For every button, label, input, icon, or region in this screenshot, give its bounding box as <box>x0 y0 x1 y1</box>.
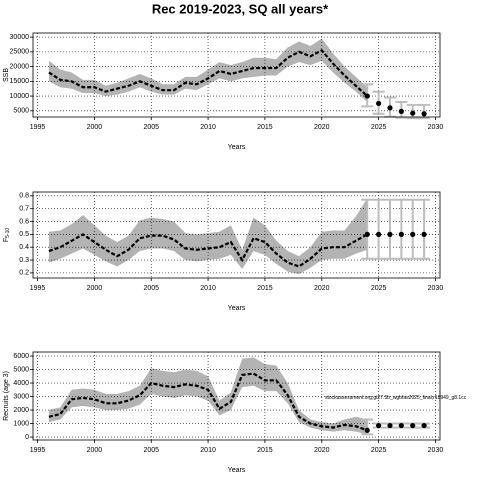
projection-point <box>421 422 427 429</box>
projection-point <box>410 422 416 429</box>
y-tick-label: 0.7 <box>19 206 29 213</box>
projection-point <box>364 231 370 237</box>
median-line <box>48 49 368 97</box>
x-tick-label: 2010 <box>200 124 216 131</box>
y-axis-label-main: SSB <box>3 68 10 82</box>
chart-title: Rec 2019-2023, SQ all years* <box>152 1 329 16</box>
projection-point <box>387 422 393 429</box>
y-axis-label-subscript: 5-10 <box>5 228 11 238</box>
y-axis-label-main: F <box>3 238 10 242</box>
projection-point <box>398 108 404 114</box>
x-axis-label: Years <box>228 144 246 151</box>
x-tick-label: 2030 <box>428 447 444 454</box>
x-tick-label: 2005 <box>143 447 159 454</box>
x-tick-label: 2010 <box>200 285 216 292</box>
x-tick-label: 2020 <box>314 285 330 292</box>
projection-point <box>376 422 382 429</box>
y-tick-label: 4000 <box>13 380 29 387</box>
y-tick-label: 0.3 <box>19 257 29 264</box>
panel: 1995 2000 2005 2010 2015 2020 2025 2030 0 1000 200… <box>3 351 467 474</box>
x-tick-label: 2025 <box>371 285 387 292</box>
x-tick-label: 2030 <box>428 285 444 292</box>
projection-point <box>410 110 416 116</box>
x-tick-label: 2005 <box>143 285 159 292</box>
median-line <box>48 233 368 268</box>
y-tick-label: 6000 <box>13 353 29 360</box>
y-tick-label: 0.2 <box>19 270 29 277</box>
plot-frame <box>32 32 441 118</box>
x-tick-label: 2025 <box>371 447 387 454</box>
y-tick-label: 0.5 <box>19 231 29 238</box>
y-axis-label: SSB <box>3 68 10 82</box>
x-tick-label: 2025 <box>371 124 387 131</box>
y-tick-label: 0 <box>25 434 29 441</box>
y-tick-label: 2000 <box>13 407 29 414</box>
y-tick-label: 20000 <box>10 63 30 70</box>
projection-point <box>410 231 416 237</box>
projection-point <box>421 111 427 117</box>
y-axis-label: F5-10 <box>3 228 11 243</box>
projection-point <box>387 105 393 111</box>
plot-frame <box>32 351 441 441</box>
y-tick-label: 0.8 <box>19 193 29 200</box>
projection-point <box>398 422 404 429</box>
projection-point <box>364 93 370 99</box>
x-tick-label: 2015 <box>257 124 273 131</box>
projection-point <box>376 100 382 107</box>
panel: 1995 2000 2005 2010 2015 2020 2025 2030 5000 1000… <box>3 32 444 151</box>
x-tick-label: 2015 <box>257 285 273 292</box>
y-tick-label: 0.6 <box>19 218 29 225</box>
projection-point <box>364 427 370 433</box>
y-tick-label: 5000 <box>13 366 29 373</box>
confidence-band <box>48 198 368 275</box>
x-tick-label: 2020 <box>314 124 330 131</box>
median-line <box>48 372 368 432</box>
y-tick-label: 5000 <box>13 108 29 115</box>
x-tick-label: 2000 <box>87 124 103 131</box>
x-tick-label: 2000 <box>87 285 103 292</box>
x-tick-label: 1995 <box>30 447 46 454</box>
annotation: stockassessment.org,gt27.5b_wgbfas2025_f… <box>325 395 467 401</box>
y-axis-label: Recruits (age 3) <box>3 371 10 421</box>
y-tick-label: 0.4 <box>19 244 29 251</box>
x-tick-label: 2000 <box>87 447 103 454</box>
y-tick-label: 10000 <box>10 93 30 100</box>
projection-point <box>387 231 393 237</box>
panel: 1995 2000 2005 2010 2015 2020 2025 2030 0.2 0.3 0.… <box>3 191 444 312</box>
y-tick-label: 15000 <box>10 78 30 85</box>
x-tick-label: 2030 <box>428 124 444 131</box>
y-axis-label-main: Recruits (age 3) <box>3 371 10 421</box>
plot-frame <box>32 191 441 279</box>
x-tick-label: 1995 <box>30 124 46 131</box>
x-tick-label: 2015 <box>257 447 273 454</box>
projection-point <box>421 231 427 237</box>
x-axis-label: Years <box>228 467 246 474</box>
y-tick-label: 3000 <box>13 393 29 400</box>
y-tick-label: 30000 <box>10 34 30 41</box>
y-tick-label: 25000 <box>10 49 30 56</box>
projection-point <box>376 231 382 237</box>
y-tick-label: 1000 <box>13 420 29 427</box>
x-tick-label: 2005 <box>143 124 159 131</box>
projection-point <box>398 231 404 237</box>
x-tick-label: 1995 <box>30 285 46 292</box>
x-axis-label: Years <box>228 305 246 312</box>
confidence-band <box>48 357 368 435</box>
x-tick-label: 2020 <box>314 447 330 454</box>
x-tick-label: 2010 <box>200 447 216 454</box>
